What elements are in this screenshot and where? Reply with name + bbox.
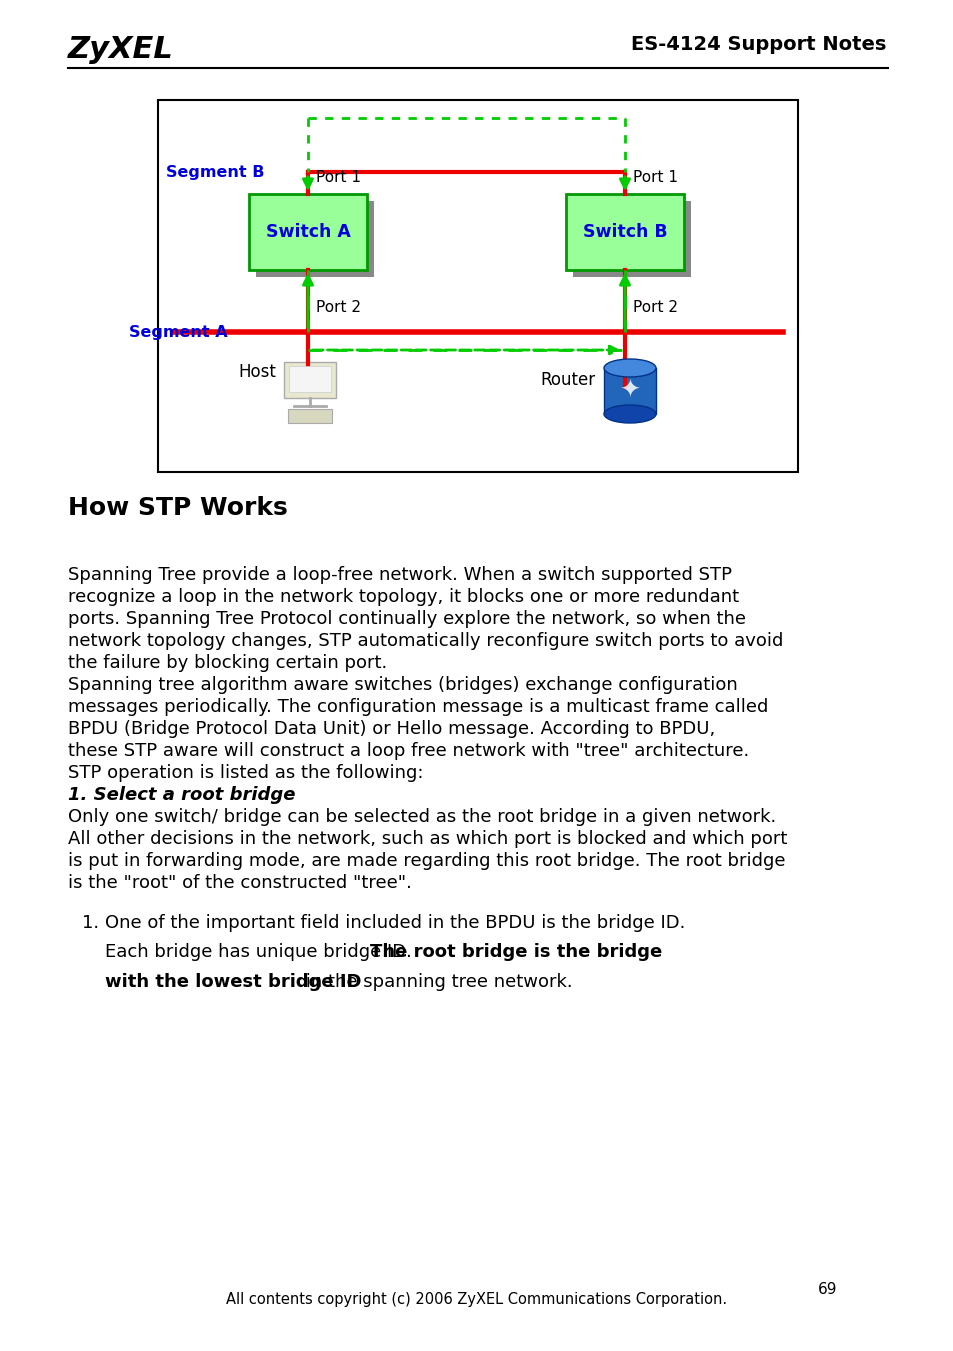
Text: 1. Select a root bridge: 1. Select a root bridge [68,786,295,804]
Bar [158,100,797,471]
Text: the failure by blocking certain port.: the failure by blocking certain port. [68,654,387,671]
Bar [249,195,367,270]
Text: is put in forwarding mode, are made regarding this root bridge. The root bridge: is put in forwarding mode, are made rega… [68,852,784,870]
Text: Switch A: Switch A [265,223,350,240]
Ellipse shape [603,405,656,423]
Text: 69: 69 [817,1282,837,1297]
Text: ZyXEL: ZyXEL [68,35,173,63]
Text: Port 1: Port 1 [315,170,360,185]
Bar [573,201,690,277]
Text: Only one switch/ bridge can be selected as the root bridge in a given network.: Only one switch/ bridge can be selected … [68,808,776,825]
Text: ports. Spanning Tree Protocol continually explore the network, so when the: ports. Spanning Tree Protocol continuall… [68,611,745,628]
Text: Spanning Tree provide a loop-free network. When a switch supported STP: Spanning Tree provide a loop-free networ… [68,566,731,584]
Text: The root bridge is the bridge: The root bridge is the bridge [370,943,661,962]
Text: Port 2: Port 2 [315,300,360,316]
Text: with the lowest bridge ID: with the lowest bridge ID [105,973,361,992]
Bar [603,367,656,413]
Text: messages periodically. The configuration message is a multicast frame called: messages periodically. The configuration… [68,698,767,716]
Text: BPDU (Bridge Protocol Data Unit) or Hello message. According to BPDU,: BPDU (Bridge Protocol Data Unit) or Hell… [68,720,715,738]
Text: Host: Host [238,363,275,381]
Text: 1.: 1. [82,913,99,932]
Text: Switch B: Switch B [582,223,666,240]
Bar [565,195,683,270]
Text: Spanning tree algorithm aware switches (bridges) exchange configuration: Spanning tree algorithm aware switches (… [68,676,737,694]
Text: Segment B: Segment B [167,165,265,180]
Text: How STP Works: How STP Works [68,496,288,520]
Text: recognize a loop in the network topology, it blocks one or more redundant: recognize a loop in the network topology… [68,588,739,607]
Text: Segment A: Segment A [130,324,228,339]
Bar [255,201,374,277]
Text: One of the important field included in the BPDU is the bridge ID.: One of the important field included in t… [105,913,684,932]
Ellipse shape [603,359,656,377]
Text: these STP aware will construct a loop free network with "tree" architecture.: these STP aware will construct a loop fr… [68,742,748,761]
Text: ES-4124 Support Notes: ES-4124 Support Notes [630,35,885,54]
Text: is the "root" of the constructed "tree".: is the "root" of the constructed "tree". [68,874,412,892]
Text: STP operation is listed as the following:: STP operation is listed as the following… [68,765,423,782]
Text: All contents copyright (c) 2006 ZyXEL Communications Corporation.: All contents copyright (c) 2006 ZyXEL Co… [226,1292,727,1306]
Text: All other decisions in the network, such as which port is blocked and which port: All other decisions in the network, such… [68,830,786,848]
Bar [289,366,331,392]
Text: ✦: ✦ [618,380,639,403]
Text: Port 1: Port 1 [633,170,678,185]
Text: Port 2: Port 2 [633,300,678,316]
Text: Each bridge has unique bridge ID.: Each bridge has unique bridge ID. [105,943,417,962]
Bar [284,362,335,399]
Text: network topology changes, STP automatically reconfigure switch ports to avoid: network topology changes, STP automatica… [68,632,782,650]
Text: Router: Router [540,372,596,389]
Text: in the spanning tree network.: in the spanning tree network. [299,973,572,992]
Bar [288,409,332,423]
